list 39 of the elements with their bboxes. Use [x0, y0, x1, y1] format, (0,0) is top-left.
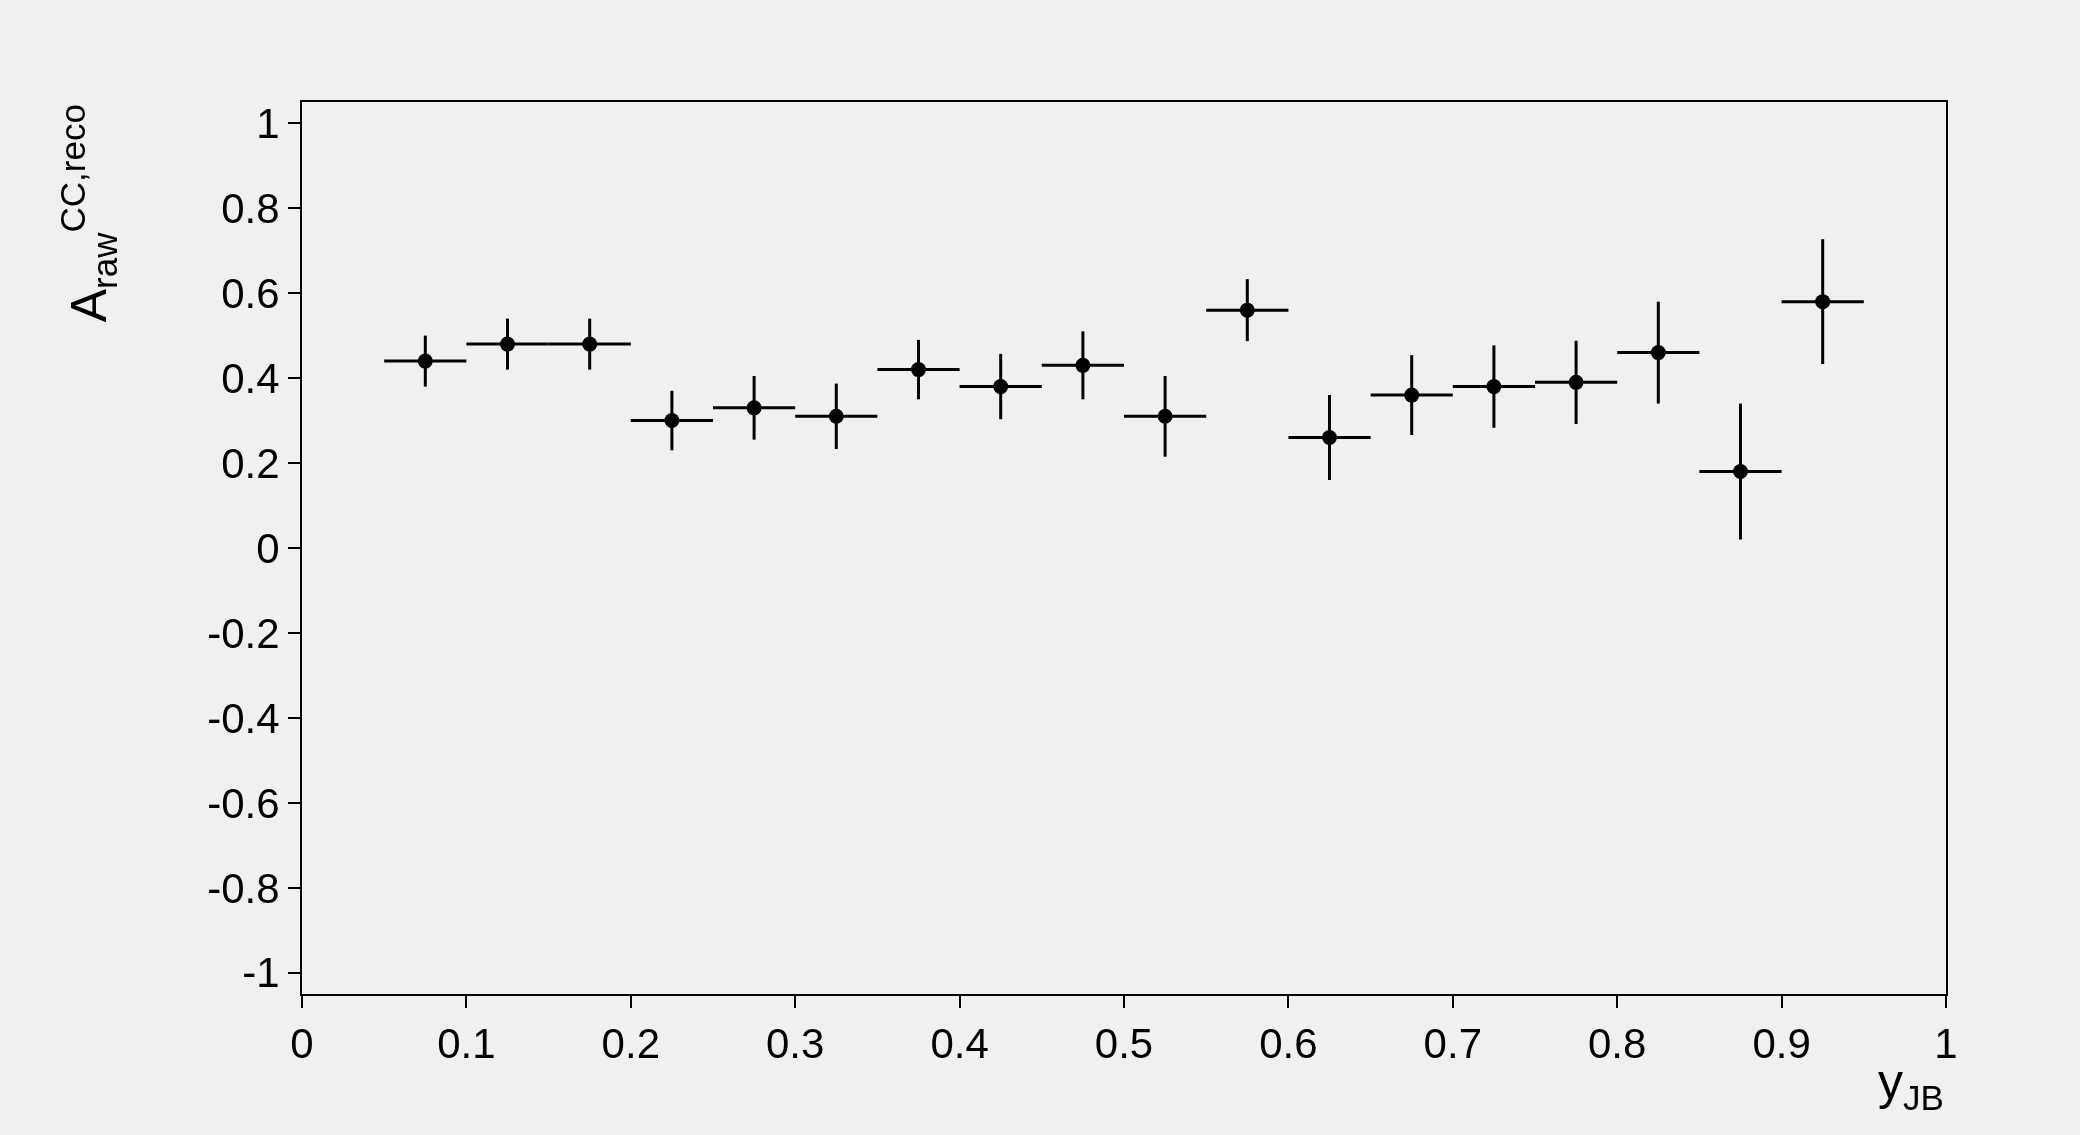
point [993, 379, 1009, 395]
x-tick-label: 0.9 [1752, 1020, 1811, 1068]
point [1650, 345, 1666, 361]
point [1157, 408, 1173, 424]
point [746, 400, 762, 416]
point [1815, 294, 1831, 310]
y-tick-label: -0.2 [207, 609, 280, 657]
point [911, 362, 926, 378]
point [1239, 302, 1255, 318]
point [664, 413, 680, 429]
y-tick-label: -0.4 [207, 694, 280, 742]
x-tick-label: 0.6 [1259, 1020, 1318, 1068]
y-tick-label: 0.6 [221, 269, 280, 317]
y-tick-label: 0.8 [221, 184, 280, 232]
x-tick-label: 0.2 [601, 1020, 660, 1068]
point [500, 336, 515, 352]
y-tick-label: 0.2 [221, 439, 280, 487]
point [1404, 387, 1420, 403]
point [417, 353, 433, 369]
point [828, 408, 844, 424]
x-tick-label: 0.3 [766, 1020, 825, 1068]
y-tick-label: -0.6 [207, 779, 280, 827]
x-tick-label: 0.8 [1588, 1020, 1647, 1068]
y-tick-label: 1 [256, 99, 280, 147]
x-tick-label: 0 [290, 1020, 314, 1068]
x-tick-label: 0.7 [1423, 1020, 1482, 1068]
point [1322, 430, 1337, 446]
point [1733, 464, 1748, 480]
y-tick-label: -0.8 [207, 864, 280, 912]
point [1486, 379, 1502, 395]
y-tick-label: 0 [256, 524, 280, 572]
x-tick-label: 0.1 [437, 1020, 496, 1068]
point [1568, 374, 1584, 390]
y-tick-label: -1 [242, 949, 280, 997]
point [582, 336, 598, 352]
x-tick-label: 0.4 [930, 1020, 989, 1068]
point [1075, 357, 1091, 373]
x-tick-label: 0.5 [1094, 1020, 1154, 1068]
y-tick-label: 0.4 [221, 354, 280, 402]
